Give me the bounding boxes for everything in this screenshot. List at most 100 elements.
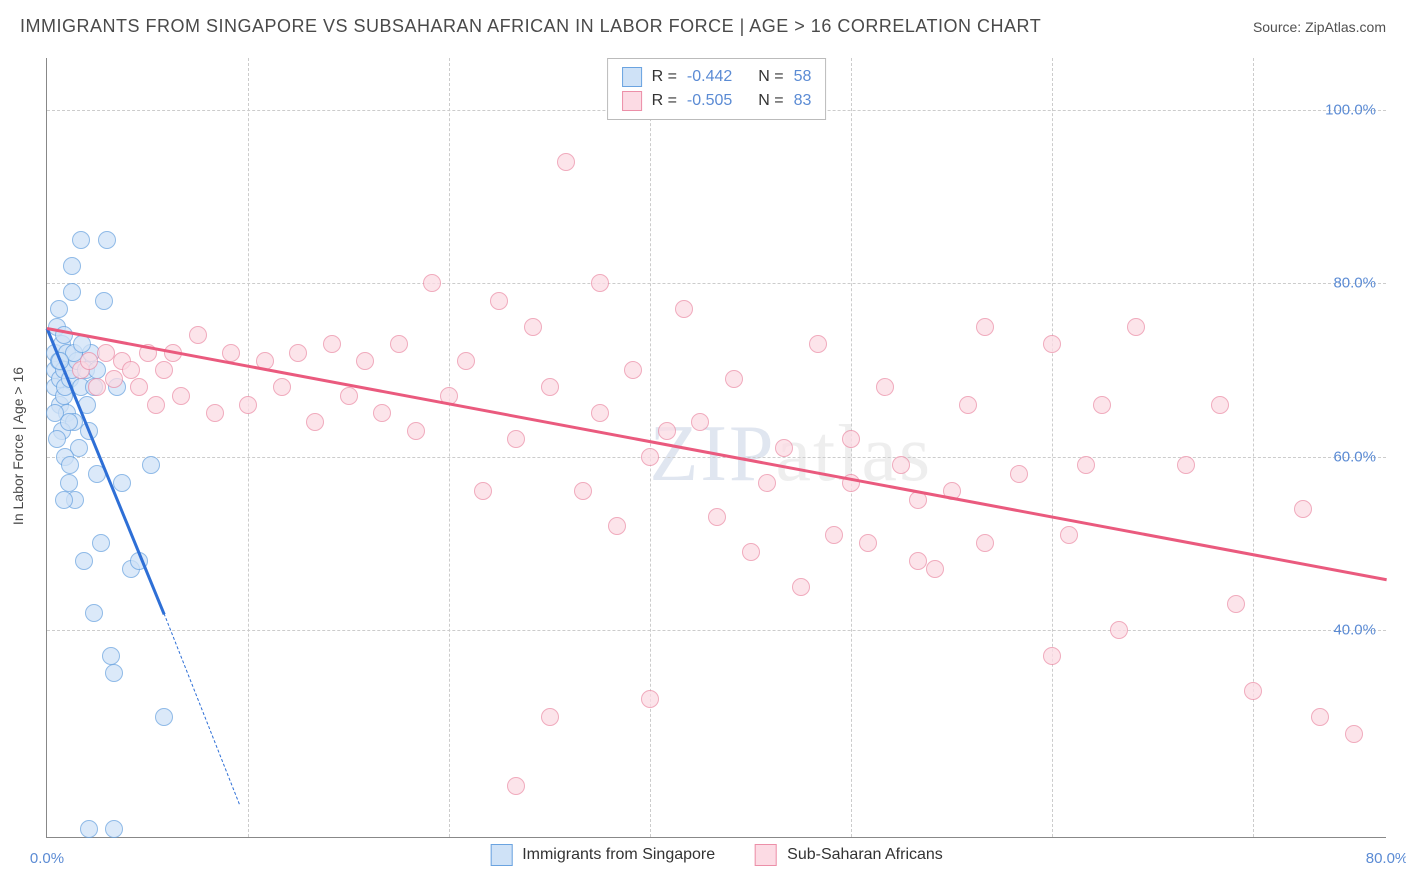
scatter-point xyxy=(155,361,173,379)
scatter-point xyxy=(1227,595,1245,613)
scatter-point xyxy=(323,335,341,353)
series-legend: Immigrants from Singapore Sub-Saharan Afr… xyxy=(490,844,943,866)
scatter-point xyxy=(113,474,131,492)
regression-extension xyxy=(164,613,240,804)
legend-swatch xyxy=(622,67,642,87)
scatter-point xyxy=(97,344,115,362)
scatter-point xyxy=(206,404,224,422)
scatter-point xyxy=(105,370,123,388)
scatter-point xyxy=(390,335,408,353)
scatter-point xyxy=(72,231,90,249)
scatter-point xyxy=(340,387,358,405)
grid-line-v xyxy=(1052,58,1053,837)
scatter-point xyxy=(608,517,626,535)
legend-item: Sub-Saharan Africans xyxy=(755,844,943,866)
scatter-point xyxy=(1043,335,1061,353)
y-tick-label: 40.0% xyxy=(1333,622,1376,639)
scatter-point xyxy=(691,413,709,431)
scatter-point xyxy=(1093,396,1111,414)
scatter-point xyxy=(356,352,374,370)
legend-label: Immigrants from Singapore xyxy=(522,846,715,864)
scatter-point xyxy=(147,396,165,414)
scatter-point xyxy=(541,708,559,726)
scatter-point xyxy=(591,274,609,292)
scatter-point xyxy=(98,231,116,249)
corr-n-label: N = xyxy=(758,68,783,86)
scatter-point xyxy=(474,482,492,500)
scatter-point xyxy=(1077,456,1095,474)
scatter-point xyxy=(1244,682,1262,700)
scatter-point xyxy=(758,474,776,492)
scatter-point xyxy=(273,378,291,396)
corr-r-label: R = xyxy=(652,92,677,110)
y-tick-label: 60.0% xyxy=(1333,448,1376,465)
scatter-point xyxy=(557,153,575,171)
scatter-point xyxy=(88,378,106,396)
scatter-point xyxy=(809,335,827,353)
corr-n-value: 83 xyxy=(794,92,812,110)
scatter-point xyxy=(105,820,123,838)
scatter-point xyxy=(92,534,110,552)
scatter-point xyxy=(63,283,81,301)
scatter-point xyxy=(239,396,257,414)
x-tick-label: 80.0% xyxy=(1366,850,1406,867)
scatter-point xyxy=(490,292,508,310)
corr-r-value: -0.442 xyxy=(687,68,732,86)
scatter-point xyxy=(189,326,207,344)
scatter-point xyxy=(1127,318,1145,336)
corr-n-value: 58 xyxy=(794,68,812,86)
y-tick-label: 100.0% xyxy=(1325,102,1376,119)
scatter-point xyxy=(591,404,609,422)
corr-r-label: R = xyxy=(652,68,677,86)
scatter-point xyxy=(1043,647,1061,665)
scatter-point xyxy=(60,413,78,431)
scatter-point xyxy=(1211,396,1229,414)
scatter-point xyxy=(1311,708,1329,726)
corr-n-label: N = xyxy=(758,92,783,110)
y-tick-label: 80.0% xyxy=(1333,275,1376,292)
correlation-legend-row: R = -0.442 N = 58 xyxy=(622,65,812,89)
scatter-point xyxy=(63,257,81,275)
scatter-point xyxy=(1294,500,1312,518)
scatter-point xyxy=(80,820,98,838)
grid-line-v xyxy=(449,58,450,837)
scatter-point xyxy=(541,378,559,396)
scatter-point xyxy=(95,292,113,310)
scatter-point xyxy=(75,552,93,570)
scatter-point xyxy=(959,396,977,414)
scatter-point xyxy=(976,534,994,552)
scatter-point xyxy=(624,361,642,379)
scatter-point xyxy=(105,664,123,682)
scatter-point xyxy=(423,274,441,292)
scatter-point xyxy=(1177,456,1195,474)
scatter-point xyxy=(524,318,542,336)
scatter-point xyxy=(825,526,843,544)
scatter-point xyxy=(574,482,592,500)
scatter-point xyxy=(976,318,994,336)
scatter-point xyxy=(50,300,68,318)
scatter-point xyxy=(507,430,525,448)
scatter-point xyxy=(407,422,425,440)
scatter-point xyxy=(130,378,148,396)
scatter-point xyxy=(708,508,726,526)
corr-r-value: -0.505 xyxy=(687,92,732,110)
scatter-point xyxy=(80,352,98,370)
scatter-point xyxy=(48,430,66,448)
scatter-point xyxy=(289,344,307,362)
scatter-point xyxy=(658,422,676,440)
scatter-point xyxy=(675,300,693,318)
scatter-point xyxy=(1345,725,1363,743)
legend-swatch xyxy=(622,91,642,111)
scatter-point xyxy=(507,777,525,795)
scatter-point xyxy=(1110,621,1128,639)
scatter-point xyxy=(306,413,324,431)
scatter-point xyxy=(142,456,160,474)
legend-swatch xyxy=(490,844,512,866)
grid-line-v xyxy=(1253,58,1254,837)
correlation-legend: R = -0.442 N = 58 R = -0.505 N = 83 xyxy=(607,58,827,120)
chart-header: IMMIGRANTS FROM SINGAPORE VS SUBSAHARAN … xyxy=(20,16,1386,37)
legend-item: Immigrants from Singapore xyxy=(490,844,715,866)
scatter-point xyxy=(876,378,894,396)
scatter-point xyxy=(155,708,173,726)
scatter-point xyxy=(842,430,860,448)
